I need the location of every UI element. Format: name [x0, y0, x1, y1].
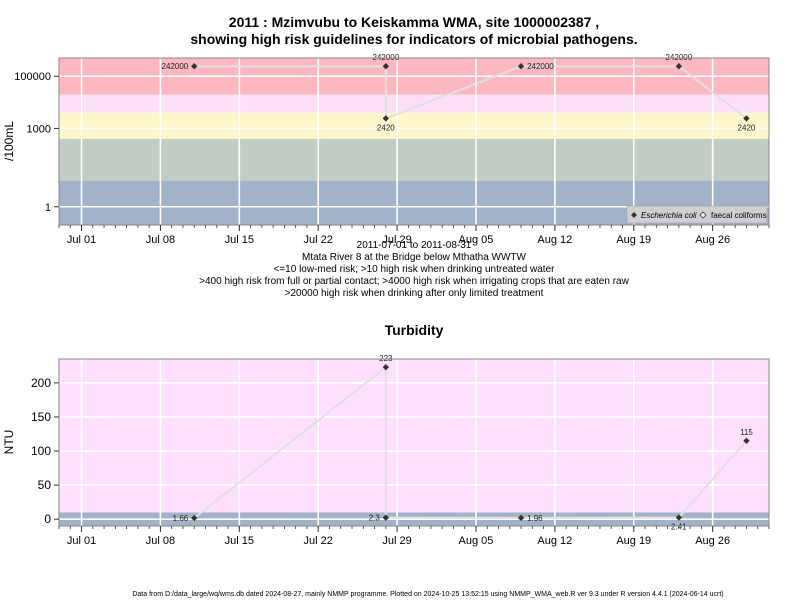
- data-point: [382, 115, 390, 122]
- band-3: [59, 138, 769, 181]
- data-point: [675, 63, 683, 70]
- x-tick-label: Jul 15: [225, 535, 254, 547]
- chart1-y-axis-label: /100mL: [2, 121, 16, 161]
- y-tick-label: 1000: [27, 123, 51, 135]
- chart1-title-line2: showing high risk guidelines for indicat…: [190, 31, 637, 47]
- x-tick-label: Jul 22: [304, 535, 333, 547]
- chart2-title: Turbidity: [385, 322, 444, 338]
- data-point: [743, 437, 750, 444]
- band-1: [59, 94, 769, 113]
- chart2-x-axis: Jul 01 Jul 08 Jul 15 Jul 22 Jul 29 Aug 05 Aug …: [58, 526, 770, 547]
- x-tick-label: Aug 26: [695, 234, 730, 246]
- band-2: [59, 112, 769, 139]
- chart2-grid: [59, 359, 769, 526]
- x-tick-label: Jul 15: [225, 234, 254, 246]
- chart1-risk-bands: [59, 58, 769, 225]
- chart1-series-line: [194, 65, 748, 120]
- legend-faecal-marker: [699, 211, 707, 219]
- legend-box: [626, 205, 768, 224]
- y-tick-label: 1: [45, 202, 51, 214]
- y-tick-label: 150: [31, 410, 51, 424]
- caption-guideline-3: >20000 high risk when drinking after onl…: [285, 288, 544, 299]
- chart1-x-axis: Jul 01 Jul 08 Jul 15 Jul 22 Jul 29 Aug 05 Aug …: [58, 225, 770, 246]
- data-point: [382, 514, 390, 521]
- footer-note: Data from D:/data_large/wq/wms.db dated …: [132, 591, 723, 598]
- chart1-y-axis: 1 1000 100000: [14, 71, 59, 214]
- data-point: [382, 363, 390, 371]
- chart1-title-line1: 2011 : Mzimvubu to Keiskamma WMA, site 1…: [229, 14, 599, 30]
- data-label: 2.3: [369, 514, 381, 523]
- caption-date-range: 2011-07-01 to 2011-08-31: [357, 240, 472, 251]
- x-tick-label: Aug 19: [616, 234, 651, 246]
- data-label: 242000: [527, 62, 554, 71]
- x-tick-label: Jul 08: [146, 535, 175, 547]
- x-tick-label: Jul 01: [67, 535, 96, 547]
- legend-ecoli-label: Escherichia coli: [641, 211, 697, 220]
- x-tick-label: Aug 12: [537, 234, 572, 246]
- x-tick-label: Jul 08: [146, 234, 175, 246]
- data-label: 2420: [738, 123, 756, 132]
- caption-guideline-2: >400 high risk from full or partial cont…: [199, 276, 629, 287]
- x-tick-label: Jul 01: [67, 234, 96, 246]
- chart2-frame: [58, 358, 770, 527]
- series-line-0: [193, 365, 748, 519]
- data-point: [191, 514, 198, 522]
- x-tick-label: Aug 12: [537, 535, 572, 547]
- data-point: [382, 63, 390, 70]
- chart1-legend: Escherichia coli faecal coliforms: [626, 205, 768, 224]
- legend-ecoli-marker: [631, 212, 637, 218]
- x-tick-label: Aug 05: [459, 535, 494, 547]
- x-tick-label: Jul 29: [382, 535, 411, 547]
- series-line-0: [194, 65, 748, 120]
- y-tick-label: 50: [38, 478, 52, 492]
- caption-guideline-1: <=10 low-med risk; >10 high risk when dr…: [274, 264, 556, 275]
- legend-faecal-label: faecal coliforms: [711, 211, 767, 220]
- x-tick-label: Aug 19: [616, 535, 651, 547]
- y-tick-label: 100: [31, 444, 51, 458]
- caption-site: Mtata River 8 at the Bridge below Mthath…: [302, 252, 527, 263]
- data-label: 2420: [377, 123, 395, 132]
- band-1: [59, 359, 769, 513]
- x-tick-label: Aug 26: [695, 535, 730, 547]
- data-label: 1.66: [173, 514, 189, 523]
- data-label: 115: [740, 428, 753, 437]
- data-point: [191, 63, 198, 70]
- y-tick-label: 100000: [14, 71, 51, 83]
- chart2-y-axis-label: NTU: [2, 430, 16, 455]
- y-tick-label: 200: [31, 376, 51, 390]
- x-tick-label: Jul 29: [382, 234, 411, 246]
- x-tick-label: Aug 05: [459, 234, 494, 246]
- data-point: [743, 115, 750, 122]
- data-point: [517, 63, 525, 70]
- chart2-series-line: [193, 365, 748, 519]
- chart2-y-axis: 0 50 100 150 200: [31, 376, 59, 526]
- data-point: [675, 514, 683, 521]
- chart1-grid: [59, 58, 769, 225]
- y-tick-label: 0: [44, 512, 51, 526]
- data-label: 242000: [162, 62, 189, 71]
- chart2-bands: [59, 359, 769, 526]
- chart1-frame: [58, 57, 770, 226]
- chart1-points: [191, 63, 750, 122]
- data-label: 1.96: [527, 514, 543, 523]
- x-tick-label: Jul 22: [304, 234, 333, 246]
- data-point: [517, 514, 525, 522]
- chart2-points: [191, 363, 750, 522]
